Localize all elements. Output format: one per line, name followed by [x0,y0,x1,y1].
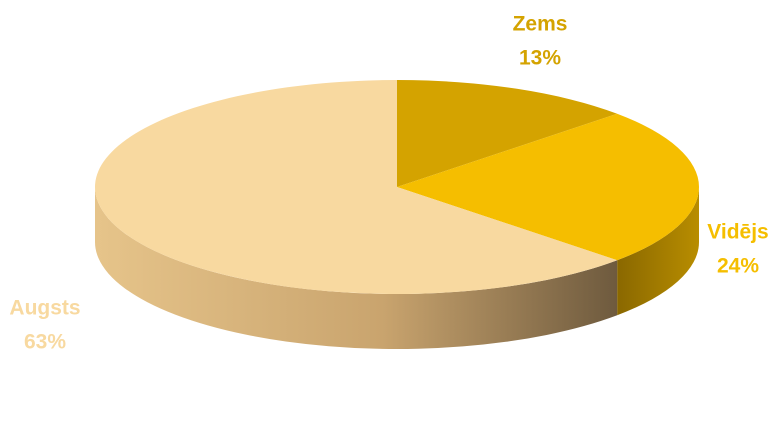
slice [94,79,618,294]
slice [397,113,699,261]
slice-label: Zems [513,13,568,36]
slice-value: 13% [519,47,561,70]
slice-value: 24% [717,255,759,278]
pie [94,79,699,349]
slice [397,80,618,187]
slice-value: 63% [24,331,66,354]
slice-label: Vidējs [707,221,768,244]
slice-label: Augsts [9,297,80,320]
slice-side [617,187,699,316]
slice-side [94,187,618,349]
